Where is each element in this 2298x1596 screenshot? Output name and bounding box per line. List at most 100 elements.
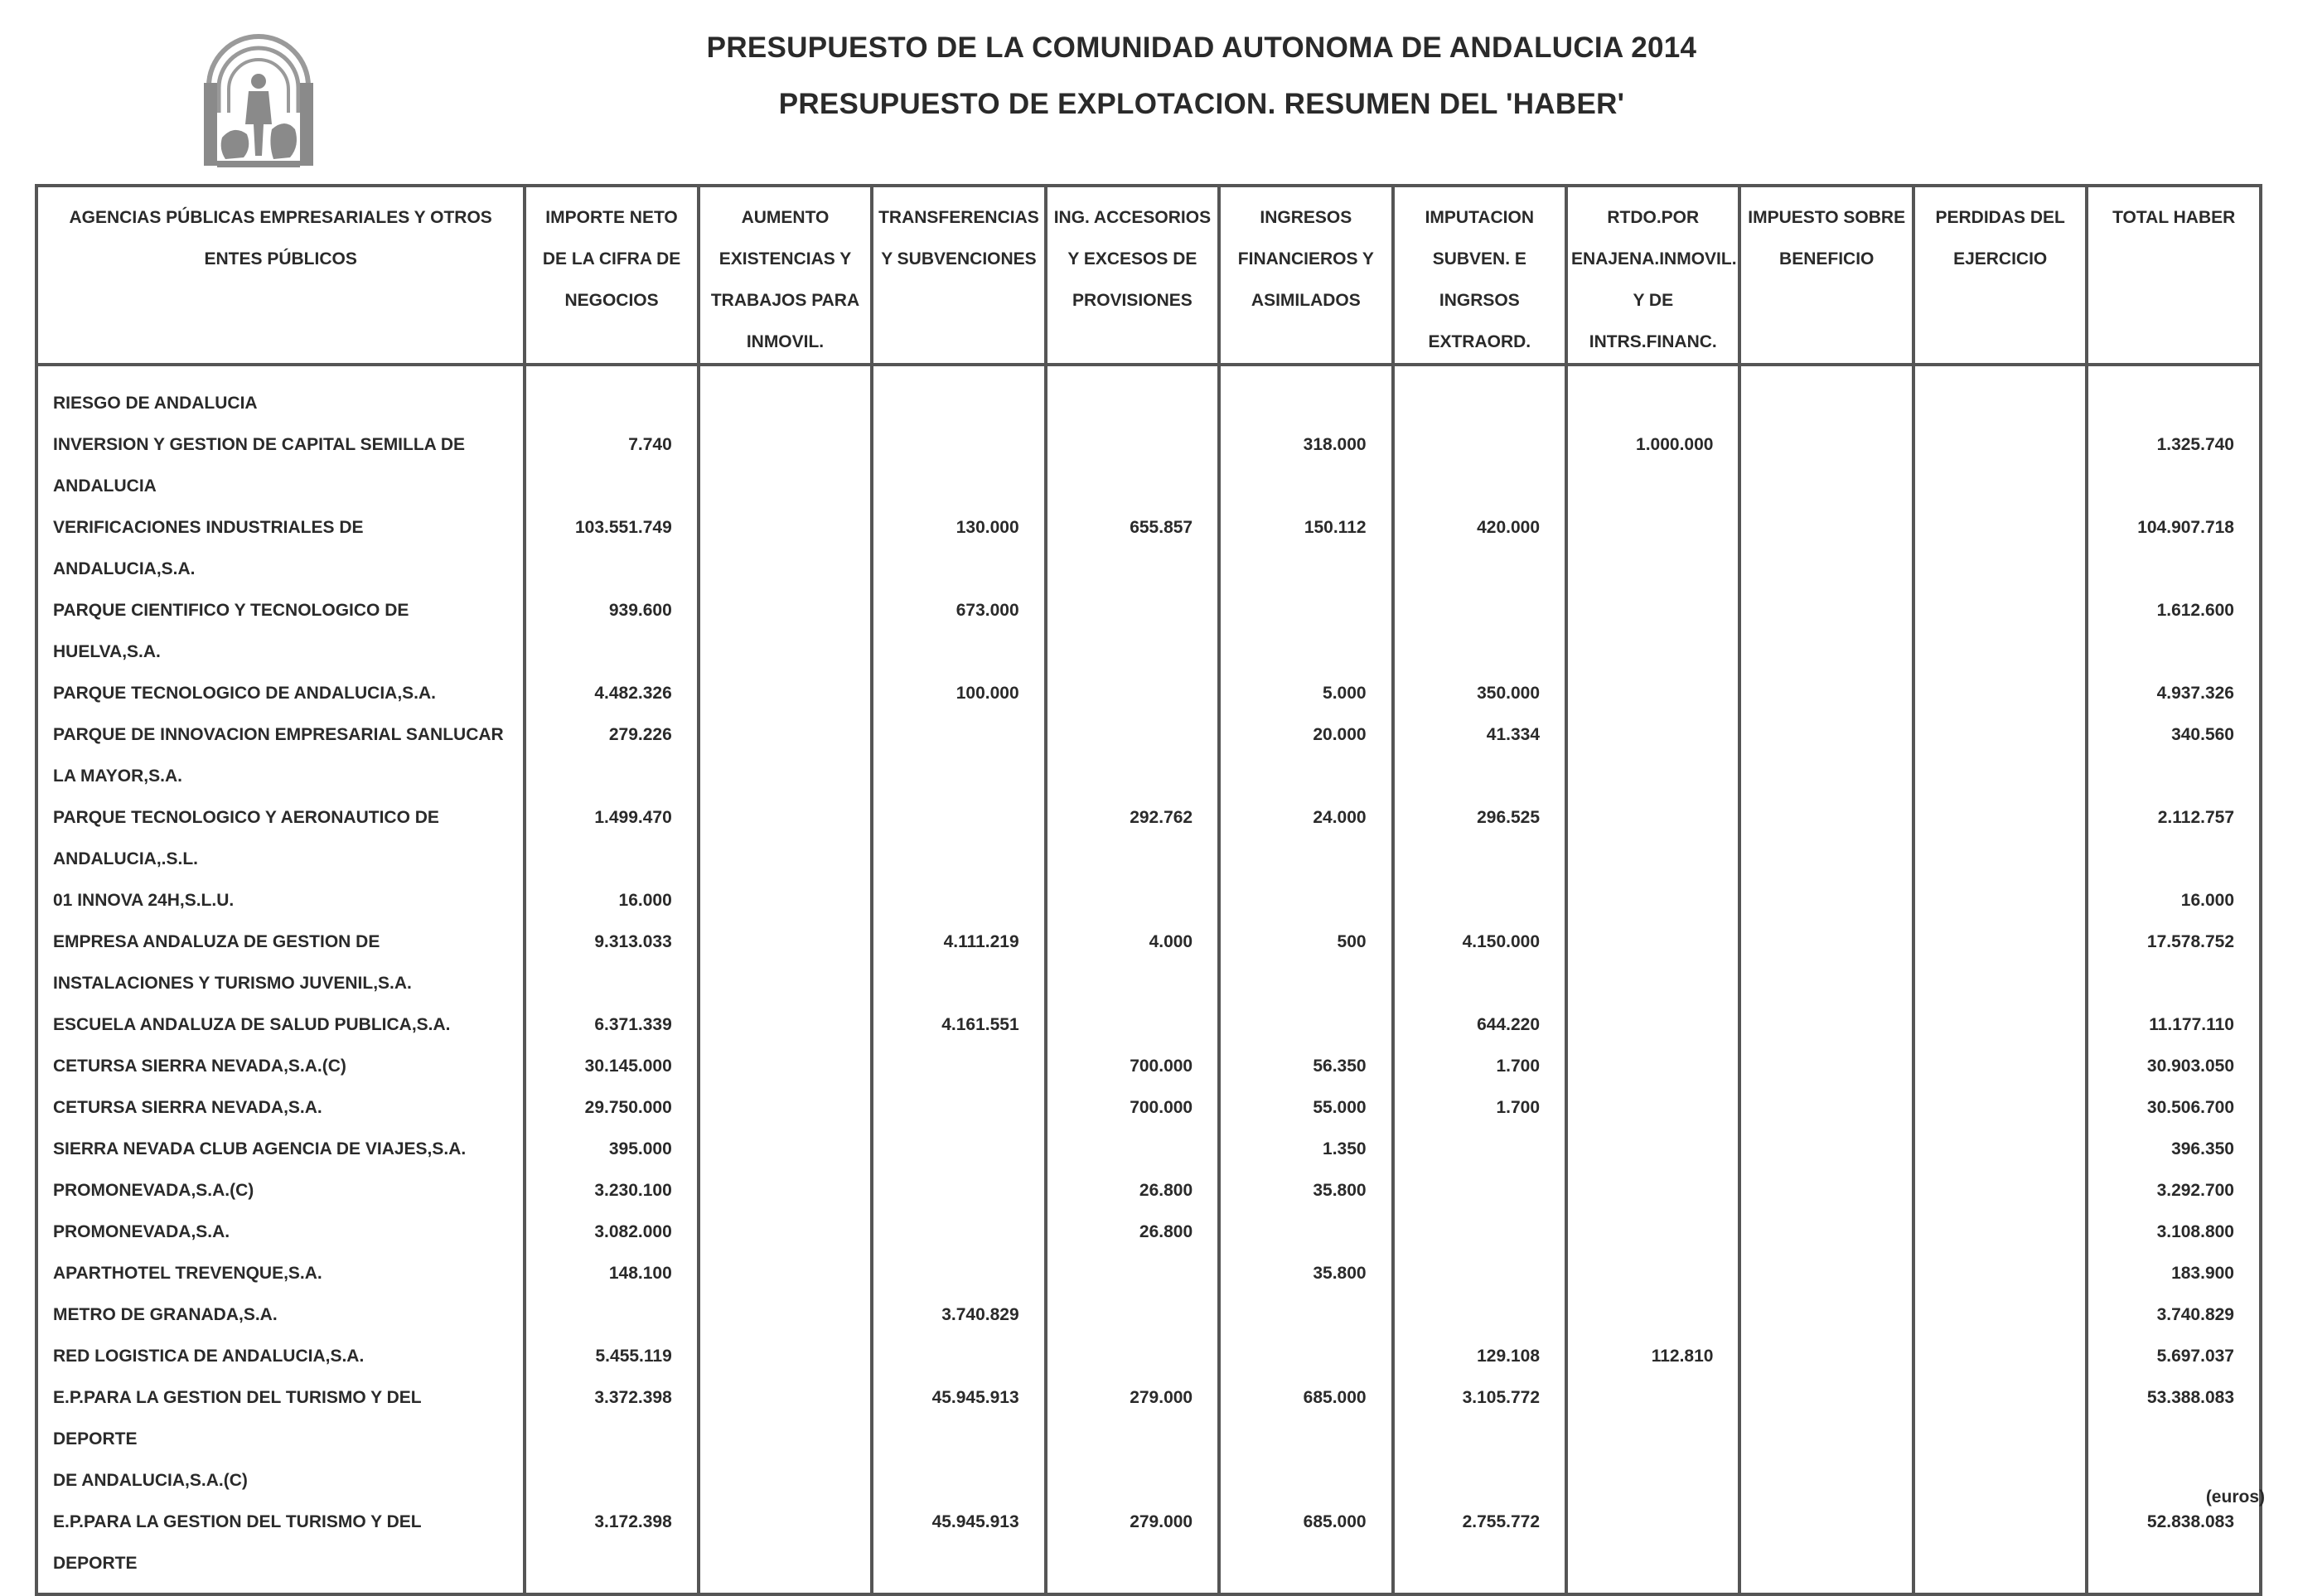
amount-cell: [1738, 1502, 1915, 1596]
amount-cell: 1.000.000: [1565, 424, 1742, 507]
amount-cell: 1.350: [1217, 1129, 1395, 1170]
amount-cell: 296.525: [1391, 797, 1569, 880]
amount-cell: 16.000: [523, 880, 700, 921]
amount-cell: [1911, 1336, 2089, 1377]
amount-cell: 17.578.752: [2085, 921, 2262, 1004]
amount-cell: [1911, 797, 2089, 880]
amount-cell: [1043, 424, 1222, 507]
units-note: (euros): [2205, 1487, 2265, 1507]
amount-cell: 279.000: [1043, 1377, 1222, 1502]
amount-cell: [1911, 714, 2089, 797]
amount-cell: [1911, 1129, 2089, 1170]
amount-cell: 318.000: [1217, 424, 1395, 507]
amount-cell: [1911, 1087, 2089, 1129]
entity-name-cell: PROMONEVADA,S.A.: [34, 1212, 527, 1253]
amount-cell: [523, 1294, 700, 1336]
amount-cell: [1911, 507, 2089, 590]
amount-cell: [870, 1129, 1047, 1170]
amount-cell: [696, 880, 874, 921]
table-body: RIESGO DE ANDALUCIA INVERSION Y GESTION D…: [34, 365, 2262, 1596]
column-header: IMPUESTO SOBRE BENEFICIO: [1738, 184, 1915, 366]
amount-cell: [696, 365, 874, 424]
amount-cell: 4.000: [1043, 921, 1222, 1004]
column-header: ING. ACCESORIOS Y EXCESOS DE PROVISIONES: [1043, 184, 1222, 366]
amount-cell: [1738, 1170, 1915, 1212]
amount-cell: 24.000: [1217, 797, 1395, 880]
column-header: IMPUTACION SUBVEN. E INGRSOS EXTRAORD.: [1391, 184, 1569, 366]
amount-cell: 7.740: [523, 424, 700, 507]
amount-cell: 30.506.700: [2085, 1087, 2262, 1129]
page-title: PRESUPUESTO DE LA COMUNIDAD AUTONOMA DE …: [706, 31, 1697, 64]
amount-cell: [696, 1377, 874, 1502]
amount-cell: [1738, 797, 1915, 880]
amount-cell: [1911, 1170, 2089, 1212]
amount-cell: 56.350: [1217, 1046, 1395, 1087]
amount-cell: [696, 1129, 874, 1170]
amount-cell: 26.800: [1043, 1170, 1222, 1212]
amount-cell: [2085, 365, 2262, 424]
entity-name-cell: CETURSA SIERRA NEVADA,S.A.: [34, 1087, 527, 1129]
entity-name-cell: PARQUE TECNOLOGICO DE ANDALUCIA,S.A.: [34, 673, 527, 714]
amount-cell: [1565, 797, 1742, 880]
amount-cell: [1738, 673, 1915, 714]
amount-cell: [870, 1046, 1047, 1087]
amount-cell: [696, 424, 874, 507]
amount-cell: 4.937.326: [2085, 673, 2262, 714]
amount-cell: [1565, 1046, 1742, 1087]
amount-cell: [870, 1336, 1047, 1377]
table-row: VERIFICACIONES INDUSTRIALES DE ANDALUCIA…: [34, 507, 2262, 590]
amount-cell: [1043, 1253, 1222, 1294]
entity-name-cell: METRO DE GRANADA,S.A.: [34, 1294, 527, 1336]
entity-name-cell: E.P.PARA LA GESTION DEL TURISMO Y DEL DE…: [34, 1377, 527, 1502]
amount-cell: 3.372.398: [523, 1377, 700, 1502]
amount-cell: [1738, 1253, 1915, 1294]
amount-cell: [1911, 921, 2089, 1004]
amount-cell: 644.220: [1391, 1004, 1569, 1046]
table-row: APARTHOTEL TREVENQUE,S.A. 148.100 35.800 18…: [34, 1253, 2262, 1294]
amount-cell: [1911, 424, 2089, 507]
amount-cell: [1565, 1502, 1742, 1596]
amount-cell: [1043, 1004, 1222, 1046]
amount-cell: 673.000: [870, 590, 1047, 673]
table-row: PARQUE CIENTIFICO Y TECNOLOGICO DE HUELV…: [34, 590, 2262, 673]
amount-cell: [1738, 365, 1915, 424]
amount-cell: 655.857: [1043, 507, 1222, 590]
amount-cell: [696, 1212, 874, 1253]
entity-name-cell: INVERSION Y GESTION DE CAPITAL SEMILLA D…: [34, 424, 527, 507]
table-header-row: AGENCIAS PÚBLICAS EMPRESARIALES Y OTROS E…: [34, 184, 2262, 366]
amount-cell: 30.145.000: [523, 1046, 700, 1087]
column-header: AUMENTO EXISTENCIAS Y TRABAJOS PARA INMOVIL…: [696, 184, 874, 366]
amount-cell: 700.000: [1043, 1087, 1222, 1129]
amount-cell: [1565, 673, 1742, 714]
amount-cell: 29.750.000: [523, 1087, 700, 1129]
amount-cell: [870, 424, 1047, 507]
amount-cell: 45.945.913: [870, 1502, 1047, 1596]
table-row: PARQUE TECNOLOGICO Y AERONAUTICO DE ANDA…: [34, 797, 2262, 880]
table-row: METRO DE GRANADA,S.A. 3.740.829 3.740.829: [34, 1294, 2262, 1336]
amount-cell: [696, 673, 874, 714]
amount-cell: 3.740.829: [870, 1294, 1047, 1336]
amount-cell: [1911, 590, 2089, 673]
amount-cell: [696, 1170, 874, 1212]
amount-cell: [696, 921, 874, 1004]
amount-cell: [870, 365, 1047, 424]
amount-cell: [870, 714, 1047, 797]
amount-cell: 41.334: [1391, 714, 1569, 797]
amount-cell: [1565, 590, 1742, 673]
amount-cell: 4.161.551: [870, 1004, 1047, 1046]
amount-cell: 3.740.829: [2085, 1294, 2262, 1336]
amount-cell: [696, 1046, 874, 1087]
amount-cell: 350.000: [1391, 673, 1569, 714]
amount-cell: 5.455.119: [523, 1336, 700, 1377]
entity-name-cell: E.P.PARA LA GESTION DEL TURISMO Y DEL DE…: [34, 1502, 527, 1596]
amount-cell: [1043, 1129, 1222, 1170]
amount-cell: [1217, 1336, 1395, 1377]
amount-cell: [1738, 507, 1915, 590]
amount-cell: [1911, 1377, 2089, 1502]
entity-name-cell: PARQUE TECNOLOGICO Y AERONAUTICO DE ANDA…: [34, 797, 527, 880]
entity-name-cell: CETURSA SIERRA NEVADA,S.A.(C): [34, 1046, 527, 1087]
amount-cell: [870, 880, 1047, 921]
amount-cell: [870, 1170, 1047, 1212]
amount-cell: 45.945.913: [870, 1377, 1047, 1502]
amount-cell: [1911, 365, 2089, 424]
